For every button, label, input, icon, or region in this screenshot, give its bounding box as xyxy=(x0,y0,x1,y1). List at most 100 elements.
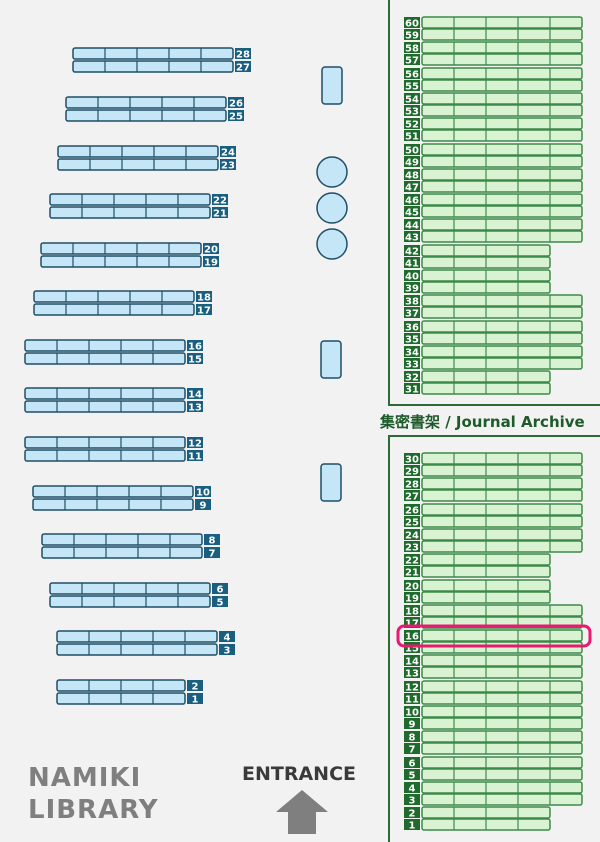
archive-shelf-26[interactable] xyxy=(421,503,583,516)
general-shelf-14[interactable] xyxy=(24,387,186,400)
shelf-number: 53 xyxy=(405,107,419,118)
archive-shelf-57[interactable] xyxy=(421,53,583,66)
shelf-number-badge xyxy=(196,291,212,302)
archive-shelf-16[interactable] xyxy=(421,629,583,642)
archive-upper-border xyxy=(388,0,600,406)
shelf-number: 34 xyxy=(405,348,419,359)
shelf-number-badge xyxy=(404,807,420,818)
general-shelf-7[interactable] xyxy=(41,546,203,559)
archive-shelf-35[interactable] xyxy=(421,332,583,345)
archive-shelf-51[interactable] xyxy=(421,129,583,142)
shelf-number: 28 xyxy=(236,50,250,61)
archive-shelf-5[interactable] xyxy=(421,768,583,781)
shelf-number-badge xyxy=(187,450,203,461)
archive-shelf-30[interactable] xyxy=(421,452,583,465)
shelf-number-badge xyxy=(404,219,420,230)
general-shelf-9[interactable] xyxy=(32,498,194,511)
archive-shelf-34[interactable] xyxy=(421,345,583,358)
shelf-number: 1 xyxy=(192,695,199,706)
general-shelf-3[interactable] xyxy=(56,643,218,656)
archive-shelf-48[interactable] xyxy=(421,168,583,181)
general-shelf-12[interactable] xyxy=(24,436,186,449)
general-shelf-17[interactable] xyxy=(33,303,195,316)
archive-shelf-33[interactable] xyxy=(421,357,583,370)
shelf-number: 4 xyxy=(409,784,416,795)
general-shelf-19[interactable] xyxy=(40,255,202,268)
archive-shelf-46[interactable] xyxy=(421,193,583,206)
general-shelf-6[interactable] xyxy=(49,582,211,595)
shelf-number: 33 xyxy=(405,360,419,371)
general-shelf-25[interactable] xyxy=(65,109,227,122)
general-shelf-8[interactable] xyxy=(41,533,203,546)
archive-shelf-13[interactable] xyxy=(421,666,583,679)
archive-shelf-56[interactable] xyxy=(421,67,583,80)
general-shelf-23[interactable] xyxy=(57,158,219,171)
archive-shelf-52[interactable] xyxy=(421,117,583,130)
general-shelf-18[interactable] xyxy=(33,290,195,303)
general-shelf-21[interactable] xyxy=(49,206,211,219)
shelf-number-badge xyxy=(212,194,228,205)
general-shelf-11[interactable] xyxy=(24,449,186,462)
archive-shelf-9[interactable] xyxy=(421,717,583,730)
archive-shelf-11[interactable] xyxy=(421,692,583,705)
archive-shelf-25[interactable] xyxy=(421,515,583,528)
shelf-number-badge xyxy=(404,105,420,116)
general-shelf-27[interactable] xyxy=(72,60,234,73)
archive-shelf-45[interactable] xyxy=(421,205,583,218)
archive-shelf-4[interactable] xyxy=(421,781,583,794)
archive-shelf-27[interactable] xyxy=(421,489,583,502)
round-table xyxy=(316,228,348,260)
shelf-number: 39 xyxy=(405,284,419,295)
archive-shelf-24[interactable] xyxy=(421,528,583,541)
general-shelf-15[interactable] xyxy=(24,352,186,365)
archive-shelf-36[interactable] xyxy=(421,320,583,333)
shelf-number-badge xyxy=(404,655,420,666)
archive-shelf-49[interactable] xyxy=(421,155,583,168)
general-shelf-28[interactable] xyxy=(72,47,234,60)
general-shelf-24[interactable] xyxy=(57,145,219,158)
general-shelf-4[interactable] xyxy=(56,630,218,643)
archive-shelf-23[interactable] xyxy=(421,540,583,553)
archive-shelf-50[interactable] xyxy=(421,143,583,156)
archive-shelf-54[interactable] xyxy=(421,92,583,105)
archive-shelf-12[interactable] xyxy=(421,680,583,693)
shelf-number-badge xyxy=(404,295,420,306)
general-shelf-5[interactable] xyxy=(49,595,211,608)
archive-shelf-3[interactable] xyxy=(421,793,583,806)
archive-shelf-37[interactable] xyxy=(421,306,583,319)
archive-shelf-38[interactable] xyxy=(421,294,583,307)
general-shelf-10[interactable] xyxy=(32,485,194,498)
general-shelf-26[interactable] xyxy=(65,96,227,109)
general-shelf-22[interactable] xyxy=(49,193,211,206)
archive-shelf-53[interactable] xyxy=(421,104,583,117)
shelf-number-badge xyxy=(404,346,420,357)
archive-shelf-10[interactable] xyxy=(421,705,583,718)
archive-shelf-14[interactable] xyxy=(421,654,583,667)
shelf-number-badge xyxy=(404,130,420,141)
general-shelf-20[interactable] xyxy=(40,242,202,255)
archive-shelf-60[interactable] xyxy=(421,16,583,29)
archive-shelf-58[interactable] xyxy=(421,41,583,54)
highlighted-shelf-marker xyxy=(396,624,592,648)
archive-shelf-29[interactable] xyxy=(421,464,583,477)
general-shelf-13[interactable] xyxy=(24,400,186,413)
archive-shelf-55[interactable] xyxy=(421,79,583,92)
archive-shelf-47[interactable] xyxy=(421,180,583,193)
archive-shelf-59[interactable] xyxy=(421,28,583,41)
shelf-number-badge xyxy=(204,547,220,558)
archive-shelf-8[interactable] xyxy=(421,730,583,743)
shelf-number-badge xyxy=(404,144,420,155)
shelf-number: 45 xyxy=(405,208,419,219)
shelf-number-badge xyxy=(404,605,420,616)
shelf-number-badge xyxy=(404,206,420,217)
archive-shelf-18[interactable] xyxy=(421,604,583,617)
archive-shelf-28[interactable] xyxy=(421,477,583,490)
shelf-number: 2 xyxy=(409,809,416,820)
archive-shelf-43[interactable] xyxy=(421,230,583,243)
archive-shelf-7[interactable] xyxy=(421,742,583,755)
general-shelf-16[interactable] xyxy=(24,339,186,352)
shelf-number: 16 xyxy=(405,632,419,643)
shelf-number-badge xyxy=(404,541,420,552)
archive-shelf-6[interactable] xyxy=(421,756,583,769)
archive-shelf-44[interactable] xyxy=(421,218,583,231)
